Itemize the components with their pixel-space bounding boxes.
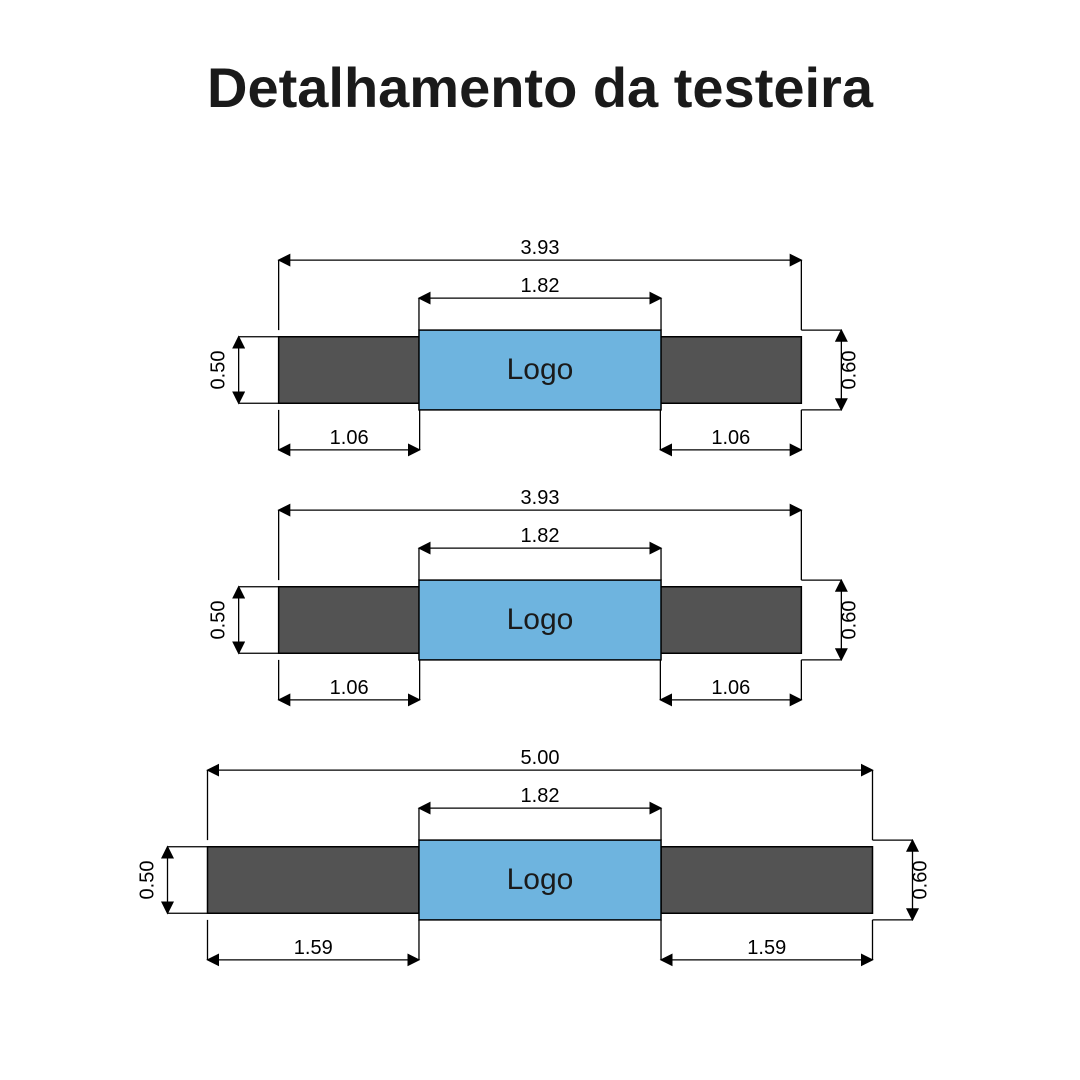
svg-text:3.93: 3.93 (521, 487, 560, 509)
side-bar-right (661, 847, 872, 914)
svg-text:1.82: 1.82 (521, 785, 560, 807)
logo-label: Logo (507, 603, 574, 636)
svg-text:1.06: 1.06 (330, 677, 369, 699)
side-bar-left (208, 847, 419, 914)
svg-text:1.59: 1.59 (294, 937, 333, 959)
svg-text:1.82: 1.82 (521, 525, 560, 547)
svg-text:0.60: 0.60 (838, 351, 860, 390)
svg-text:1.06: 1.06 (330, 427, 369, 449)
side-bar-left (279, 587, 420, 654)
svg-text:0.50: 0.50 (137, 861, 159, 900)
svg-text:5.00: 5.00 (521, 747, 560, 769)
logo-label: Logo (507, 353, 574, 386)
diagram-svg: Logo 3.93 1.82 1.06 1.06 0.50 0.60 Logo 3.93 1.82… (0, 0, 1080, 1080)
drawing-3: Logo 5.00 1.82 1.59 1.59 0.50 0.60 (137, 747, 932, 960)
svg-text:0.50: 0.50 (208, 351, 230, 390)
side-bar-right (660, 587, 801, 654)
svg-text:3.93: 3.93 (521, 237, 560, 259)
svg-text:1.06: 1.06 (711, 677, 750, 699)
drawing-canvas: Detalhamento da testeira Logo 3.93 1.82 1.0… (0, 0, 1080, 1080)
side-bar-left (279, 337, 420, 404)
svg-text:1.59: 1.59 (747, 937, 786, 959)
svg-text:1.06: 1.06 (711, 427, 750, 449)
svg-text:1.82: 1.82 (521, 275, 560, 297)
drawing-1: Logo 3.93 1.82 1.06 1.06 0.50 0.60 (208, 237, 861, 450)
logo-label: Logo (507, 863, 574, 896)
page-title: Detalhamento da testeira (0, 55, 1080, 120)
svg-text:0.60: 0.60 (838, 601, 860, 640)
svg-text:0.50: 0.50 (208, 601, 230, 640)
drawing-2: Logo 3.93 1.82 1.06 1.06 0.50 0.60 (208, 487, 861, 700)
svg-text:0.60: 0.60 (910, 861, 932, 900)
side-bar-right (660, 337, 801, 404)
